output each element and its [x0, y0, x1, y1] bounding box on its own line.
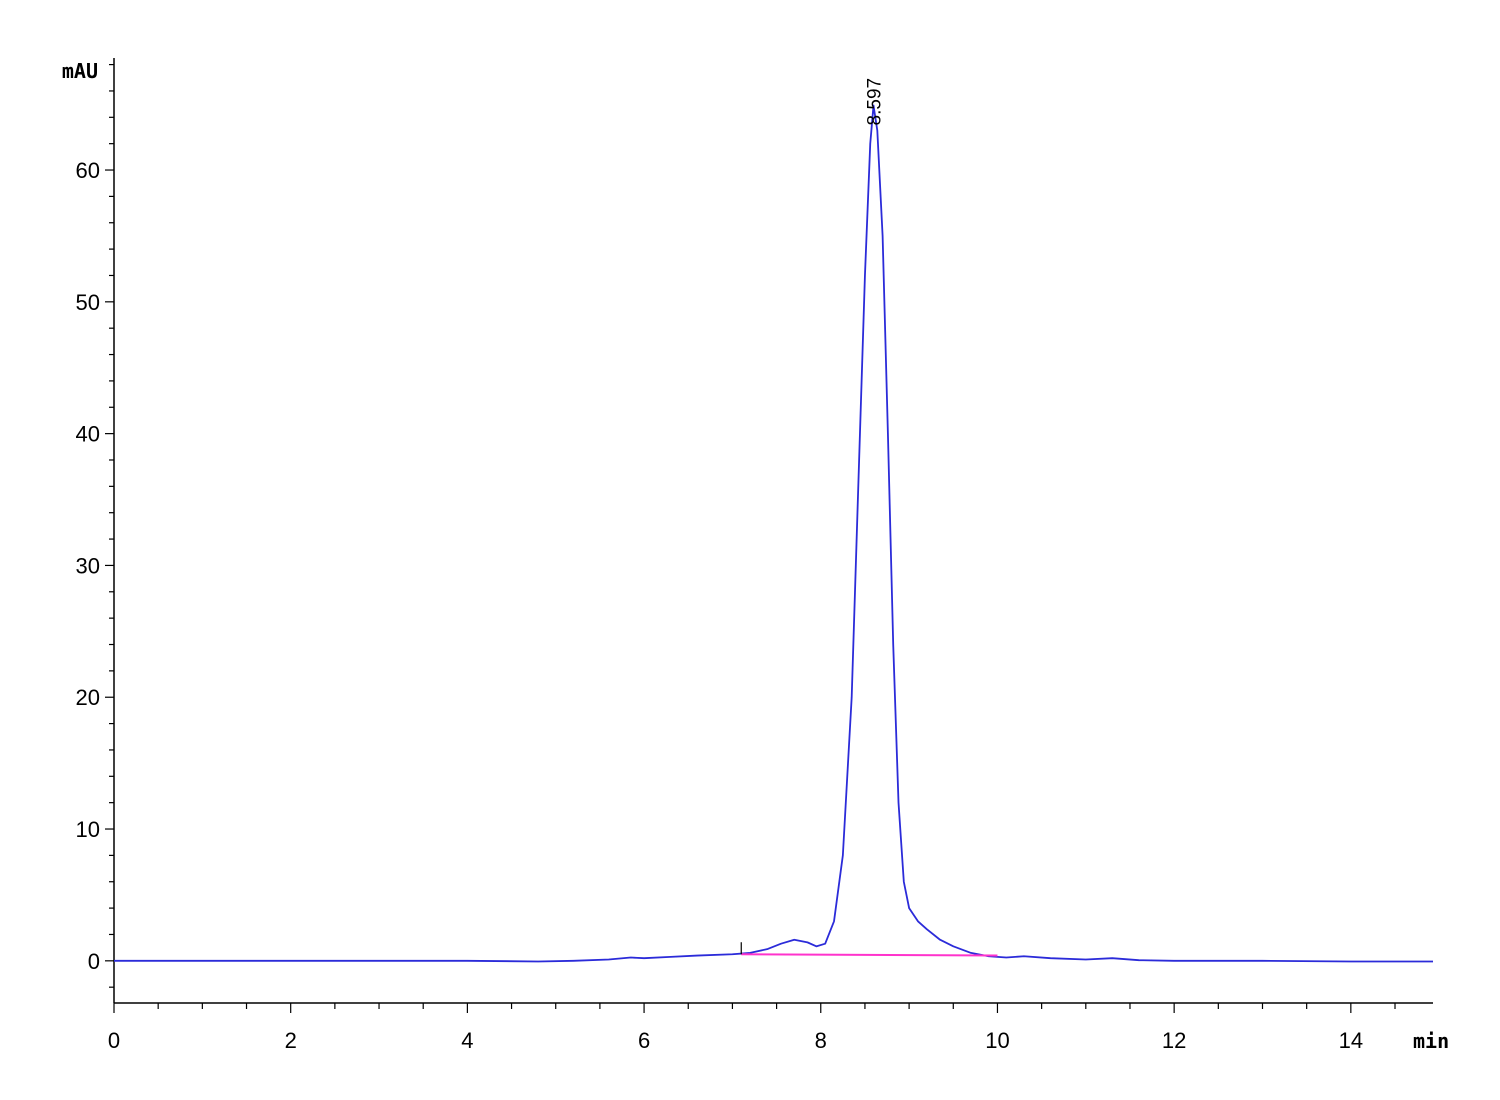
y-axis-unit-label: mAU [62, 59, 98, 83]
y-tick-label: 40 [76, 422, 100, 447]
series-layer [114, 104, 1433, 963]
y-tick-label: 20 [76, 685, 100, 710]
x-tick-label: 12 [1162, 1028, 1186, 1053]
y-tick-label: 0 [88, 949, 100, 974]
labels: 0 10 20 30 40 50 60 0 2 4 6 8 10 12 14 mAU min 8.597 [62, 59, 1449, 1053]
peak-retention-label: 8.597 [865, 78, 886, 126]
y-tick-label: 60 [76, 158, 100, 183]
axes [105, 58, 1433, 1013]
x-tick-label: 14 [1339, 1028, 1363, 1053]
y-tick-label: 50 [76, 290, 100, 315]
x-tick-label: 2 [285, 1028, 297, 1053]
x-tick-label: 0 [108, 1028, 120, 1053]
signal-trace [114, 104, 1433, 963]
y-tick-label: 30 [76, 553, 100, 578]
x-axis-unit-label: min [1413, 1029, 1449, 1053]
x-tick-label: 4 [461, 1028, 473, 1053]
baseline-segment [741, 953, 998, 957]
y-tick-label: 10 [76, 817, 100, 842]
x-tick-label: 10 [985, 1028, 1009, 1053]
x-tick-label: 6 [638, 1028, 650, 1053]
x-tick-label: 8 [815, 1028, 827, 1053]
